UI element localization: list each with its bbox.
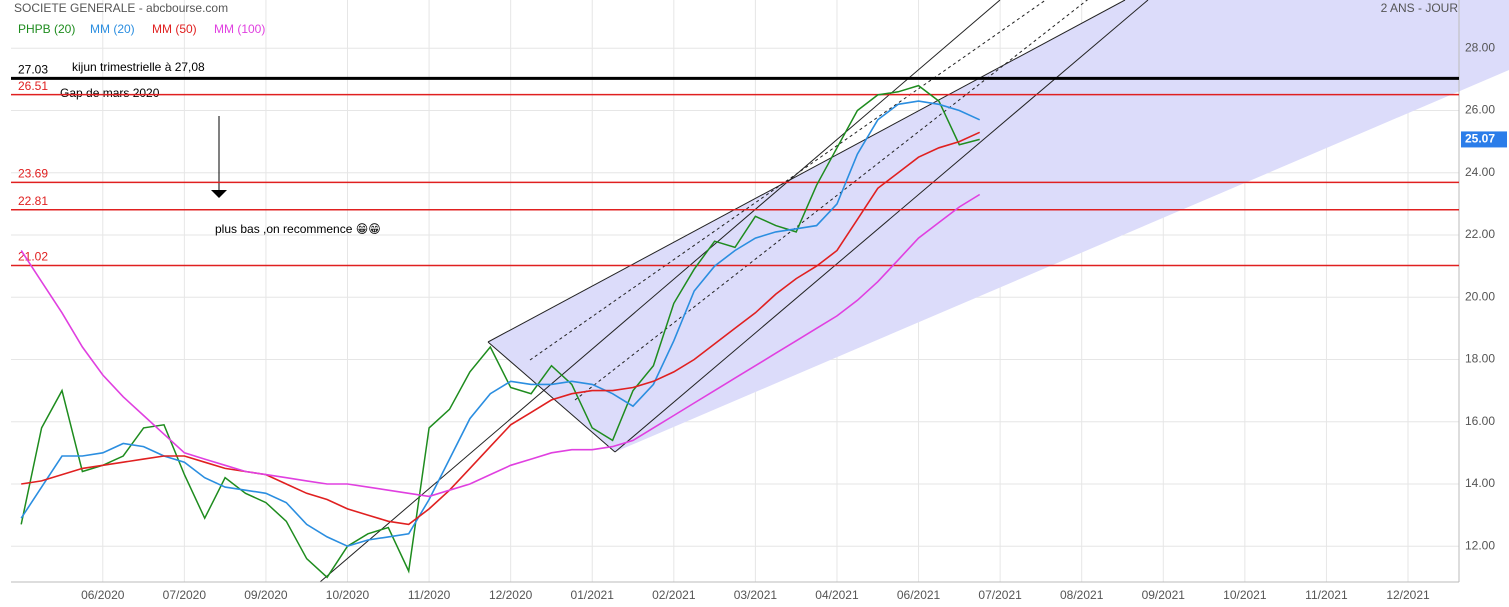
y-tick-label: 20.00 xyxy=(1465,289,1495,303)
chart-title: SOCIETE GENERALE - abcbourse.com xyxy=(14,1,228,15)
level-label: 23.69 xyxy=(18,167,48,181)
x-tick-label: 01/2021 xyxy=(571,588,615,602)
annotation: plus bas ,on recommence 😁😁 xyxy=(215,222,381,236)
y-tick-label: 18.00 xyxy=(1465,352,1495,366)
annotation: kijun trimestrielle à 27,08 xyxy=(72,60,205,74)
channel-top xyxy=(487,0,1126,343)
channel-fill xyxy=(488,0,1509,452)
chart-subtitle: 2 ANS - JOUR xyxy=(1381,1,1459,15)
legend-entry: MM (20) xyxy=(90,22,135,36)
series-line xyxy=(21,131,981,526)
y-tick-label: 16.00 xyxy=(1465,414,1495,428)
channel-mid xyxy=(319,0,1001,583)
x-tick-label: 02/2021 xyxy=(652,588,696,602)
y-tick-label: 14.00 xyxy=(1465,476,1495,490)
last-price-tag xyxy=(1461,131,1507,148)
y-tick-label: 24.00 xyxy=(1465,165,1495,179)
level-label: 21.02 xyxy=(18,250,48,264)
x-tick-label: 11/2020 xyxy=(408,588,451,602)
legend-entry: PHPB (20) xyxy=(18,22,75,36)
x-tick-label: 10/2020 xyxy=(326,588,370,602)
annotation: Gap de mars 2020 xyxy=(60,86,160,100)
x-tick-label: 07/2021 xyxy=(978,588,1022,602)
x-tick-label: 10/2021 xyxy=(1223,588,1267,602)
level-label: 27.03 xyxy=(18,63,48,77)
x-tick-label: 07/2020 xyxy=(163,588,207,602)
arrow-head xyxy=(211,190,227,198)
y-tick-label: 12.00 xyxy=(1465,538,1495,552)
channel-side xyxy=(487,341,616,453)
y-tick-label: 26.00 xyxy=(1465,103,1495,117)
y-tick-label: 22.00 xyxy=(1465,227,1495,241)
x-tick-label: 06/2020 xyxy=(81,588,125,602)
series-line xyxy=(20,84,980,579)
x-tick-label: 03/2021 xyxy=(734,588,778,602)
x-tick-label: 08/2021 xyxy=(1060,588,1104,602)
series-line xyxy=(20,193,981,498)
x-tick-label: 11/2021 xyxy=(1305,588,1348,602)
y-tick-label: 28.00 xyxy=(1465,40,1495,54)
level-label: 22.81 xyxy=(18,194,48,208)
series-line xyxy=(20,100,981,548)
x-tick-label: 04/2021 xyxy=(815,588,859,602)
channel-bottom xyxy=(614,0,1149,453)
last-price-label: 25.07 xyxy=(1465,132,1495,146)
x-tick-label: 09/2021 xyxy=(1142,588,1186,602)
x-tick-label: 06/2021 xyxy=(897,588,941,602)
level-label: 26.51 xyxy=(18,79,48,93)
legend-entry: MM (50) xyxy=(152,22,197,36)
x-tick-label: 09/2020 xyxy=(244,588,288,602)
x-tick-label: 12/2020 xyxy=(489,588,533,602)
legend-entry: MM (100) xyxy=(214,22,265,36)
x-tick-label: 12/2021 xyxy=(1386,588,1430,602)
